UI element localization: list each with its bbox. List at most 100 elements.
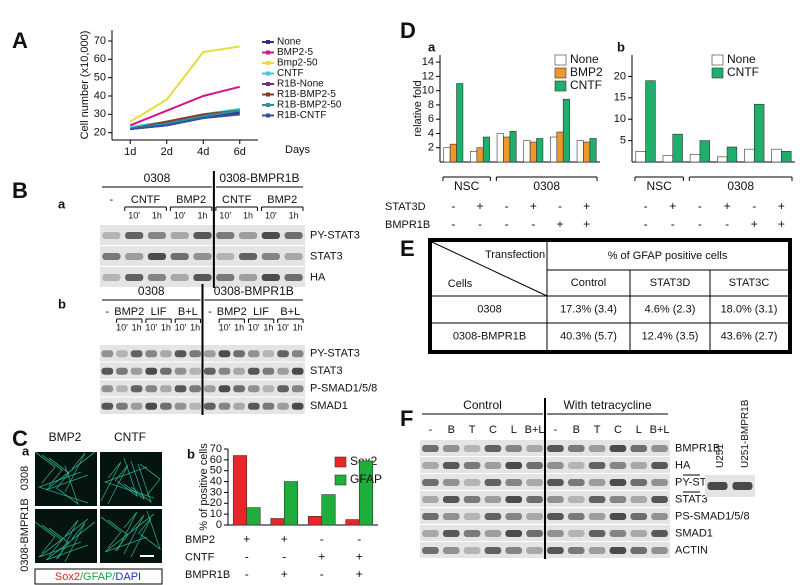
legend-marker xyxy=(266,103,270,107)
band xyxy=(442,530,460,537)
condition-value: + xyxy=(724,199,731,213)
band xyxy=(291,367,304,375)
condition-name: BMPR1B xyxy=(185,569,230,581)
band xyxy=(463,496,481,503)
condition-value: + xyxy=(281,532,288,546)
band xyxy=(291,350,304,358)
bar xyxy=(496,133,504,163)
time-label: 10' xyxy=(175,322,187,332)
corner-label: Cells xyxy=(448,278,473,290)
band xyxy=(193,274,212,281)
band xyxy=(463,547,481,554)
y-tick-label: 14 xyxy=(422,56,434,68)
condition-value: + xyxy=(669,199,676,213)
band xyxy=(216,253,235,260)
band xyxy=(170,232,189,239)
band xyxy=(442,547,460,554)
band xyxy=(651,547,668,554)
y-tick-label: 40 xyxy=(210,475,222,487)
cell: 12.4% (3.5) xyxy=(642,330,699,342)
band xyxy=(189,402,202,410)
condition-value: - xyxy=(644,199,648,213)
legend-swatch xyxy=(711,54,724,66)
band xyxy=(174,402,187,410)
legend-marker xyxy=(266,50,270,55)
y-tick-label: 20 xyxy=(94,127,106,139)
scale-bar xyxy=(140,555,154,557)
band xyxy=(116,385,128,393)
condition-name: BMPR1B xyxy=(385,219,430,231)
y-tick-label: 10 xyxy=(614,113,626,125)
condition-value: - xyxy=(245,567,249,581)
y-tick-label: 6 xyxy=(428,113,434,125)
lane-label: - xyxy=(208,306,212,318)
bar xyxy=(645,80,656,163)
legend-marker xyxy=(266,40,270,44)
bar xyxy=(576,140,584,163)
time-label: 10' xyxy=(174,210,186,220)
bar xyxy=(753,103,765,163)
band xyxy=(442,496,460,503)
band xyxy=(505,547,523,554)
lane-label: LIF xyxy=(151,306,167,318)
column-header: STAT3D xyxy=(650,277,691,289)
lane-label: CNTF xyxy=(222,194,252,206)
legend-label: GFAP xyxy=(350,472,382,486)
band xyxy=(130,350,143,358)
bar xyxy=(470,151,478,163)
condition-value: - xyxy=(752,199,756,213)
band xyxy=(261,232,280,239)
band xyxy=(505,462,523,469)
band xyxy=(547,479,564,486)
y-tick-label: 8 xyxy=(428,99,434,111)
group-label: NSC xyxy=(454,179,480,193)
time-label: 1h xyxy=(152,210,162,220)
legend-label: R1B-BMP2-5 xyxy=(277,89,336,100)
legend-swatch xyxy=(711,67,724,79)
condition-value: + xyxy=(356,567,363,581)
lane-label: B xyxy=(448,424,455,436)
band xyxy=(526,547,543,554)
condition-value: - xyxy=(478,217,482,231)
cell-process xyxy=(130,517,152,558)
cell-process xyxy=(48,527,70,560)
lane-label: T xyxy=(469,424,476,436)
column-label: CNTF xyxy=(114,430,146,444)
lane-label: BMP2 xyxy=(176,194,206,206)
lane-label: B+L xyxy=(280,306,300,318)
table-diagonal xyxy=(431,241,548,297)
cell-process xyxy=(104,513,155,553)
legend-swatch xyxy=(554,67,567,79)
lane-label: - xyxy=(429,424,433,436)
cell-process xyxy=(64,522,86,563)
panel-label: D xyxy=(400,18,416,43)
band xyxy=(505,479,523,486)
y-tick-label: 60 xyxy=(94,53,106,65)
band xyxy=(526,496,543,503)
band xyxy=(609,496,627,503)
lane-label: LIF xyxy=(253,306,269,318)
condition-value: + xyxy=(583,199,590,213)
line xyxy=(130,109,240,130)
cell-process xyxy=(45,451,96,491)
band xyxy=(609,513,627,520)
bar xyxy=(744,148,755,163)
y-tick-label: 70 xyxy=(210,443,222,455)
band xyxy=(145,367,158,375)
band xyxy=(588,530,606,537)
band xyxy=(630,513,648,520)
cell-process xyxy=(34,521,56,554)
cell-process xyxy=(100,516,122,549)
y-tick-label: 60 xyxy=(210,454,222,466)
group-label: 0308 xyxy=(533,179,560,193)
band xyxy=(247,385,260,393)
band xyxy=(238,274,258,281)
bar xyxy=(583,141,591,163)
band xyxy=(422,445,439,452)
band xyxy=(203,367,216,375)
band xyxy=(130,367,143,375)
band xyxy=(238,253,258,260)
band xyxy=(526,445,543,452)
lane-label: B+L xyxy=(178,306,198,318)
